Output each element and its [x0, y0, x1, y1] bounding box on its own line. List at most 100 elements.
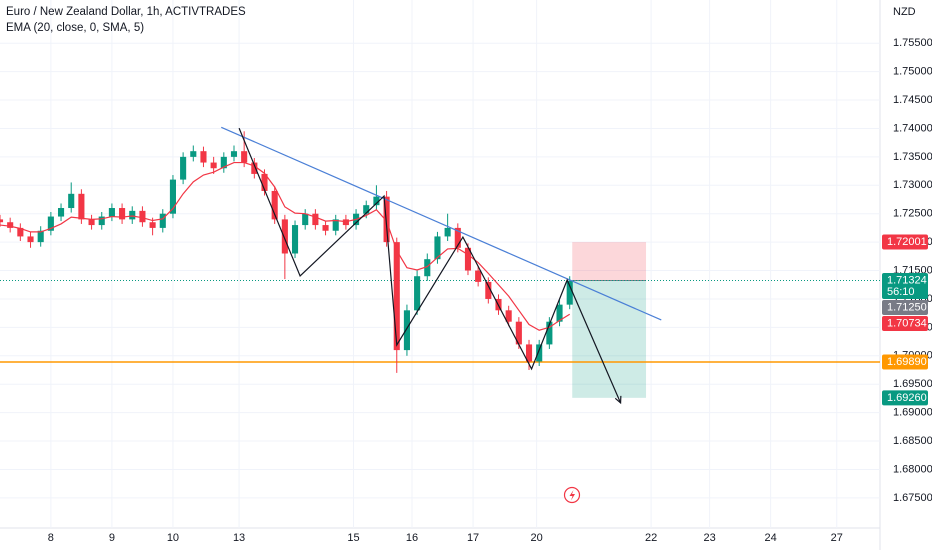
trend-line: [221, 126, 662, 321]
price-badge: [882, 300, 928, 316]
x-tick-label: 10: [167, 532, 179, 544]
price-badge-label: 1.69890: [887, 356, 927, 368]
price-badge: [882, 273, 928, 300]
candle-body: [261, 173, 268, 191]
y-tick-label: 1.67500: [893, 492, 932, 504]
candle-body: [190, 151, 197, 157]
price-badge-label: 1.69260: [887, 392, 927, 404]
currency-label: NZD: [893, 6, 916, 18]
candle-body: [27, 236, 34, 243]
stop-zone: [572, 242, 647, 281]
x-tick-label: 15: [347, 532, 359, 544]
candle-body: [312, 213, 319, 226]
candle-body: [566, 280, 573, 305]
candle-body: [17, 227, 24, 237]
candle-body: [37, 230, 44, 243]
candle-body: [505, 310, 512, 322]
candle-body: [454, 227, 461, 248]
candle-body: [434, 236, 441, 260]
candle-body: [47, 216, 54, 231]
candle-body: [230, 151, 238, 157]
candle-body: [98, 216, 105, 226]
candle-body: [475, 270, 482, 282]
candle-body: [200, 151, 207, 163]
x-tick-label: 13: [233, 532, 245, 544]
candle-body: [57, 208, 65, 217]
candle-body: [271, 190, 278, 220]
price-badge: [882, 316, 928, 332]
candle-body: [485, 281, 492, 299]
candle-body: [515, 321, 522, 345]
candle-body: [139, 210, 146, 223]
y-tick-label: 1.73500: [893, 151, 932, 163]
y-tick-label: 1.72500: [893, 208, 932, 220]
candle-body: [241, 151, 248, 163]
x-tick-label: 17: [467, 532, 479, 544]
y-tick-label: 1.69500: [893, 378, 932, 390]
candle-body: [444, 227, 451, 237]
x-tick-label: 22: [645, 532, 657, 544]
price-badge-label: 1.71250: [887, 301, 927, 313]
x-tick-label: 16: [406, 532, 418, 544]
candle-body: [78, 193, 85, 220]
price-badge-label: 1.71324: [887, 274, 927, 286]
indicator-legend: EMA (20, close, 0, SMA, 5): [6, 22, 144, 34]
candle-body: [251, 162, 258, 174]
candle-body: [302, 213, 309, 226]
x-tick-label: 8: [48, 532, 54, 544]
arrow-head: [614, 395, 622, 405]
chart-title: Euro / New Zealand Dollar, 1h, ACTIVTRAD…: [6, 6, 246, 18]
y-tick-label: 1.74500: [893, 94, 932, 106]
lightning-icon[interactable]: [563, 486, 581, 504]
y-tick-label: 1.75500: [893, 37, 932, 49]
candle-body: [68, 193, 75, 209]
candle-body: [525, 344, 533, 362]
y-tick-label: 1.75000: [893, 66, 932, 78]
candle-body: [210, 162, 217, 169]
countdown-label: 56:10: [887, 286, 915, 298]
price-badge: [882, 390, 928, 406]
candle-body: [220, 156, 227, 169]
candle-body: [119, 208, 126, 220]
candle-body: [536, 344, 543, 362]
x-tick-label: 20: [531, 532, 543, 544]
y-tick-label: 1.68500: [893, 435, 932, 447]
candle-body: [393, 242, 400, 351]
candle-body: [546, 321, 553, 345]
y-tick-label: 1.69000: [893, 407, 932, 419]
candle-body: [281, 219, 288, 254]
candle-body: [291, 225, 299, 254]
y-tick-label: 1.73000: [893, 179, 932, 191]
x-tick-label: 24: [765, 532, 777, 544]
candle-body: [88, 219, 95, 226]
candle-body: [129, 210, 136, 220]
candle-body: [403, 310, 410, 351]
price-badge-label: 1.72001: [887, 236, 927, 248]
y-tick-label: 1.74000: [893, 122, 932, 134]
candle-body: [464, 247, 472, 271]
zigzag-line: [238, 127, 622, 404]
candle-body: [7, 222, 14, 228]
candle-body: [363, 205, 370, 214]
candle-body: [424, 259, 431, 277]
candle-body: [556, 304, 563, 322]
x-tick-label: 27: [831, 532, 843, 544]
candle-body: [149, 222, 156, 228]
price-badge: [882, 354, 928, 370]
candle-body: [373, 196, 380, 206]
candle-body: [414, 276, 421, 311]
candle-body: [159, 213, 166, 228]
candle-body: [180, 156, 187, 180]
x-tick-label: 9: [109, 532, 115, 544]
candle-body: [169, 179, 176, 214]
price-badge-label: 1.70734: [887, 317, 927, 329]
candle-body: [332, 219, 339, 231]
x-tick-label: 23: [703, 532, 715, 544]
candle-body: [322, 225, 329, 231]
price-badge: [882, 234, 928, 250]
candle-body: [108, 208, 115, 217]
y-tick-label: 1.68000: [893, 463, 932, 475]
candle-body: [0, 219, 4, 223]
